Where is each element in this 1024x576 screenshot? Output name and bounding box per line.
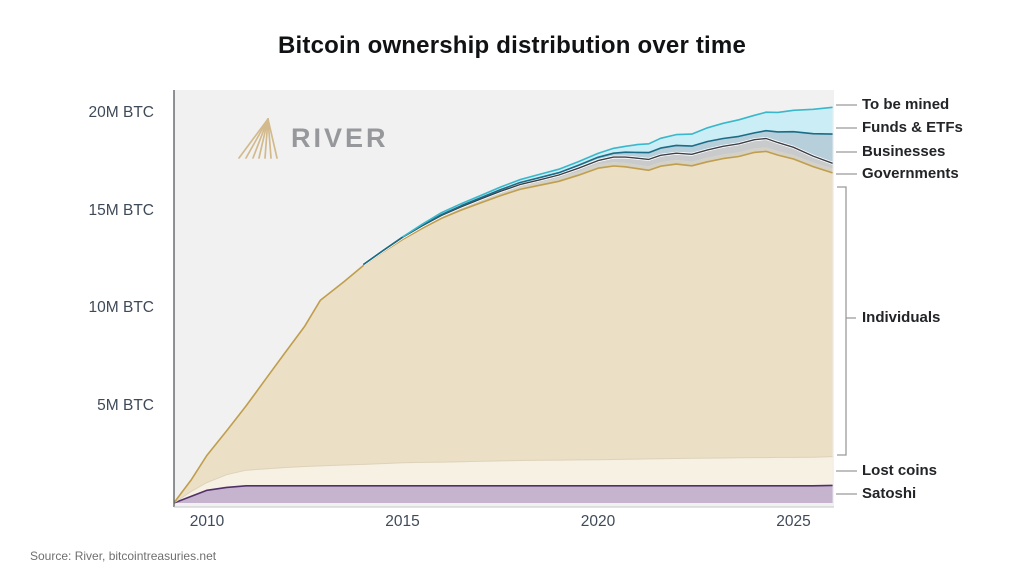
band-satoshi (174, 485, 833, 503)
river-logo: RIVER (236, 116, 389, 160)
y-axis-tick-label: 5M BTC (97, 396, 154, 414)
legend-label-individuals: Individuals (862, 309, 941, 326)
river-logo-text: RIVER (291, 122, 389, 153)
legend-label-lost-coins: Lost coins (862, 462, 938, 479)
y-axis-tick-label: 20M BTC (88, 104, 154, 121)
band-individuals (174, 151, 833, 503)
y-axis-tick-label: 10M BTC (88, 299, 154, 316)
legend-label-governments: Governments (862, 165, 959, 182)
legend-label-to-be-mined: To be mined (862, 96, 950, 113)
x-axis-tick-label: 2025 (776, 513, 811, 530)
legend-label-businesses: Businesses (862, 143, 946, 160)
river-logo-icon (238, 118, 278, 159)
legend-label-satoshi: Satoshi (862, 485, 917, 502)
chart-title: Bitcoin ownership distribution over time (277, 32, 747, 59)
legend-label-funds-etfs: Funds & ETFs (862, 119, 963, 136)
y-axis-tick-label: 15M BTC (88, 201, 154, 219)
x-axis-tick-label: 2010 (189, 513, 225, 530)
x-axis-tick-label: 2015 (385, 513, 420, 530)
leader-bracket (837, 186, 856, 456)
x-axis-tick-label: 2020 (580, 513, 616, 530)
source-note: Source: River, bitcointreasuries.net (30, 549, 217, 563)
band-lost-coins (174, 456, 833, 503)
